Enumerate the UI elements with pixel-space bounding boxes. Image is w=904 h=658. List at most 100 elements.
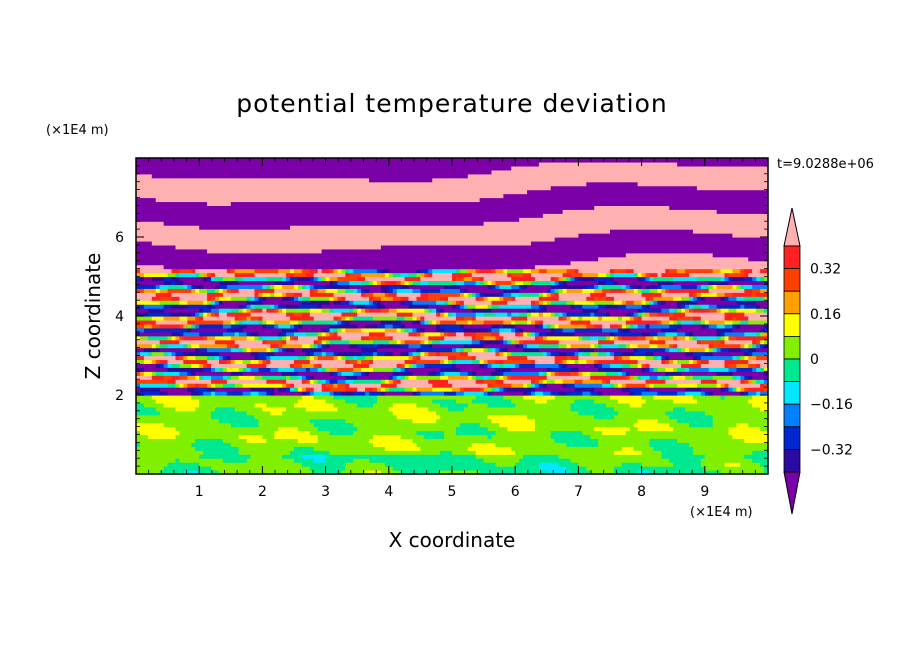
- field-cell: [337, 280, 350, 285]
- field-cell: [689, 331, 694, 337]
- field-cell: [503, 292, 512, 297]
- field-cell: [479, 387, 485, 392]
- field-cell: [455, 316, 465, 321]
- field-cell: [290, 363, 295, 368]
- field-cell: [388, 308, 398, 313]
- field-cell: [301, 395, 315, 400]
- field-cell: [254, 375, 263, 380]
- field-cell: [491, 304, 500, 309]
- field-cell: [234, 319, 240, 325]
- field-cell: [621, 327, 631, 333]
- field-cell: [511, 319, 516, 325]
- field-cell: [511, 280, 516, 285]
- field-cell: [222, 355, 228, 361]
- field-cell: [305, 331, 319, 337]
- colorbar-tick-label: 0.16: [810, 307, 841, 323]
- field-cell: [317, 276, 323, 282]
- field-cell: [681, 363, 702, 368]
- field-cell: [282, 347, 287, 353]
- field-cell: [586, 181, 639, 187]
- field-cell: [321, 304, 358, 309]
- field-cell: [226, 367, 240, 372]
- field-cell: [538, 383, 544, 388]
- field-cell: [238, 331, 248, 337]
- field-cell: [373, 442, 418, 447]
- field-cell: [740, 323, 765, 329]
- field-cell: [278, 268, 291, 274]
- field-cell: [700, 316, 726, 321]
- field-cell: [136, 197, 157, 203]
- field-cell: [199, 470, 220, 474]
- field-cell: [262, 308, 267, 313]
- field-cell: [337, 371, 342, 376]
- field-cell: [550, 391, 560, 396]
- field-cell: [542, 383, 548, 388]
- field-cell: [673, 406, 686, 412]
- field-cell: [475, 296, 481, 301]
- field-cell: [546, 351, 552, 357]
- field-cell: [163, 375, 173, 380]
- field-cell: [566, 363, 595, 368]
- field-cell: [321, 331, 327, 337]
- field-cell: [313, 272, 346, 278]
- field-cell: [215, 383, 224, 388]
- field-cell: [483, 292, 500, 297]
- field-cell: [685, 335, 690, 341]
- field-cell: [499, 323, 504, 329]
- field-cell: [143, 402, 165, 408]
- field-cell: [590, 351, 599, 357]
- field-cell: [444, 430, 457, 436]
- field-cell: [317, 331, 323, 337]
- field-cell: [704, 410, 768, 416]
- field-cell: [424, 308, 429, 313]
- field-cell: [329, 300, 335, 305]
- field-cell: [562, 272, 572, 278]
- field-cell: [163, 371, 181, 376]
- field-cell: [724, 383, 730, 388]
- field-cell: [171, 276, 181, 282]
- field-cell: [452, 272, 473, 278]
- field-cell: [373, 296, 382, 301]
- field-cell: [499, 363, 504, 368]
- field-cell: [207, 288, 216, 293]
- field-cell: [523, 454, 560, 459]
- field-cell: [250, 454, 283, 459]
- field-cell: [633, 268, 666, 274]
- field-cell: [136, 229, 611, 234]
- field-cell: [744, 272, 749, 278]
- field-cell: [444, 335, 473, 341]
- field-cell: [230, 201, 768, 206]
- field-cell: [139, 351, 149, 357]
- field-cell: [321, 308, 331, 313]
- field-cell: [491, 371, 500, 376]
- field-cell: [613, 351, 623, 357]
- field-cell: [625, 375, 631, 380]
- field-cell: [171, 312, 192, 317]
- field-cell: [566, 312, 591, 317]
- field-cell: [353, 300, 370, 305]
- field-cell: [546, 398, 576, 404]
- field-cell: [491, 308, 528, 313]
- field-cell: [712, 268, 722, 274]
- field-cell: [708, 288, 745, 293]
- field-cell: [238, 434, 263, 440]
- field-cell: [534, 264, 768, 270]
- field-cell: [400, 272, 410, 278]
- field-cell: [301, 347, 323, 353]
- field-cell: [313, 422, 354, 428]
- field-cell: [357, 426, 457, 432]
- field-cell: [542, 300, 548, 305]
- field-cell: [436, 323, 441, 329]
- field-cell: [760, 331, 765, 337]
- field-cell: [353, 308, 358, 313]
- field-cell: [282, 284, 295, 289]
- field-cell: [503, 379, 532, 384]
- field-cell: [455, 331, 465, 337]
- field-cell: [222, 383, 236, 388]
- field-cell: [629, 387, 647, 392]
- field-cell: [645, 300, 651, 305]
- field-cell: [380, 470, 402, 474]
- field-cell: [764, 308, 768, 313]
- field-cell: [325, 379, 331, 384]
- field-cell: [282, 308, 287, 313]
